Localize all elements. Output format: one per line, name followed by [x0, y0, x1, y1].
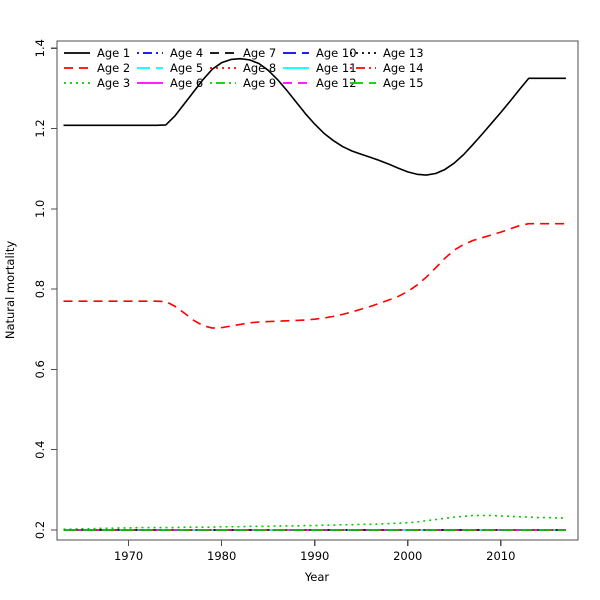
- legend-label-age-7: Age 7: [243, 46, 276, 60]
- legend-label-age-4: Age 4: [170, 46, 203, 60]
- legend-label-age-15: Age 15: [383, 76, 424, 90]
- x-tick-label: 1980: [207, 549, 236, 563]
- y-tick-label: 1.0: [33, 200, 47, 218]
- legend-label-age-8: Age 8: [243, 61, 276, 75]
- x-tick-label: 2010: [486, 549, 515, 563]
- legend-label-age-10: Age 10: [316, 46, 357, 60]
- y-axis-title: Natural mortality: [3, 241, 17, 339]
- y-tick-label: 0.6: [33, 360, 47, 378]
- series-line-age-2: [63, 222, 566, 329]
- legend-label-age-3: Age 3: [97, 76, 130, 90]
- series-line-age-1: [63, 57, 566, 176]
- x-tick-label: 1970: [114, 549, 143, 563]
- y-tick-label: 1.4: [33, 39, 47, 57]
- legend-label-age-2: Age 2: [97, 61, 130, 75]
- legend-label-age-9: Age 9: [243, 76, 276, 90]
- plot-box: [56, 40, 579, 541]
- legend-label-age-11: Age 11: [316, 61, 357, 75]
- legend-label-age-5: Age 5: [170, 61, 203, 75]
- x-tick-label: 2000: [393, 549, 422, 563]
- y-tick-label: 0.4: [33, 441, 47, 459]
- x-tick-label: 1990: [300, 549, 329, 563]
- legend-label-age-1: Age 1: [97, 46, 130, 60]
- y-tick-label: 0.8: [33, 280, 47, 298]
- legend-label-age-14: Age 14: [383, 61, 424, 75]
- legend-label-age-13: Age 13: [383, 46, 424, 60]
- legend-label-age-12: Age 12: [316, 76, 357, 90]
- x-axis-title: Year: [304, 570, 330, 584]
- axes-layer: 1970 1980 1990 2000 2010 0.2 0.4 0.6 0.8 1.0 1.2 1.…: [33, 39, 579, 563]
- y-tick-label: 1.2: [33, 119, 47, 137]
- legend-label-age-6: Age 6: [170, 76, 203, 90]
- y-tick-label: 0.2: [33, 521, 47, 539]
- series-layer: [63, 57, 566, 531]
